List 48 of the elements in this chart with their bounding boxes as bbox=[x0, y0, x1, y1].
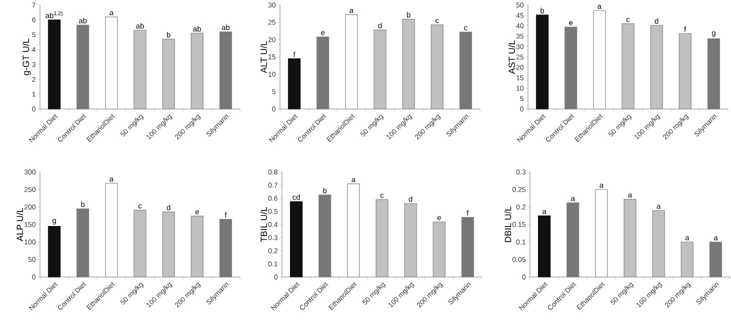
bar bbox=[316, 36, 330, 110]
bar bbox=[624, 199, 636, 278]
bar bbox=[564, 26, 578, 110]
bar bbox=[652, 210, 665, 278]
bar bbox=[709, 242, 722, 278]
y-axis-title: DBIL U/L bbox=[504, 206, 512, 242]
bar bbox=[190, 216, 204, 278]
bar bbox=[48, 20, 61, 110]
bar bbox=[190, 32, 204, 110]
bar bbox=[347, 184, 360, 278]
bar bbox=[105, 182, 118, 278]
bar bbox=[707, 38, 720, 110]
bar bbox=[134, 30, 146, 110]
bar bbox=[219, 31, 232, 110]
bar bbox=[48, 226, 61, 278]
bar bbox=[404, 203, 417, 278]
bar bbox=[134, 210, 146, 278]
bar bbox=[459, 32, 472, 110]
bar bbox=[76, 208, 90, 278]
bar bbox=[290, 201, 303, 278]
y-axis-title: AST U/L bbox=[508, 40, 515, 74]
bar bbox=[680, 242, 694, 278]
bar bbox=[461, 216, 474, 278]
bar bbox=[162, 212, 175, 278]
bar bbox=[345, 14, 358, 110]
bar bbox=[76, 24, 90, 110]
bar bbox=[374, 30, 386, 110]
bar bbox=[219, 218, 232, 278]
bar bbox=[318, 194, 332, 278]
bar bbox=[536, 14, 549, 110]
bar bbox=[402, 18, 415, 110]
bar bbox=[432, 222, 446, 278]
bar bbox=[650, 25, 663, 110]
y-axis-title: g-GT U/L bbox=[22, 38, 31, 76]
bar bbox=[595, 189, 608, 278]
bar bbox=[622, 23, 634, 110]
y-axis-title: ALT U/L bbox=[260, 41, 267, 74]
bar bbox=[105, 16, 118, 110]
bar bbox=[678, 33, 692, 110]
bar bbox=[538, 215, 551, 278]
bar bbox=[430, 24, 444, 110]
bar bbox=[162, 38, 175, 110]
y-axis-title: TBIL U/L bbox=[260, 207, 268, 242]
bar bbox=[593, 10, 606, 110]
bar bbox=[566, 202, 580, 278]
bar bbox=[376, 199, 388, 278]
y-axis-title: ALP U/L bbox=[16, 208, 24, 242]
bar bbox=[288, 58, 301, 110]
